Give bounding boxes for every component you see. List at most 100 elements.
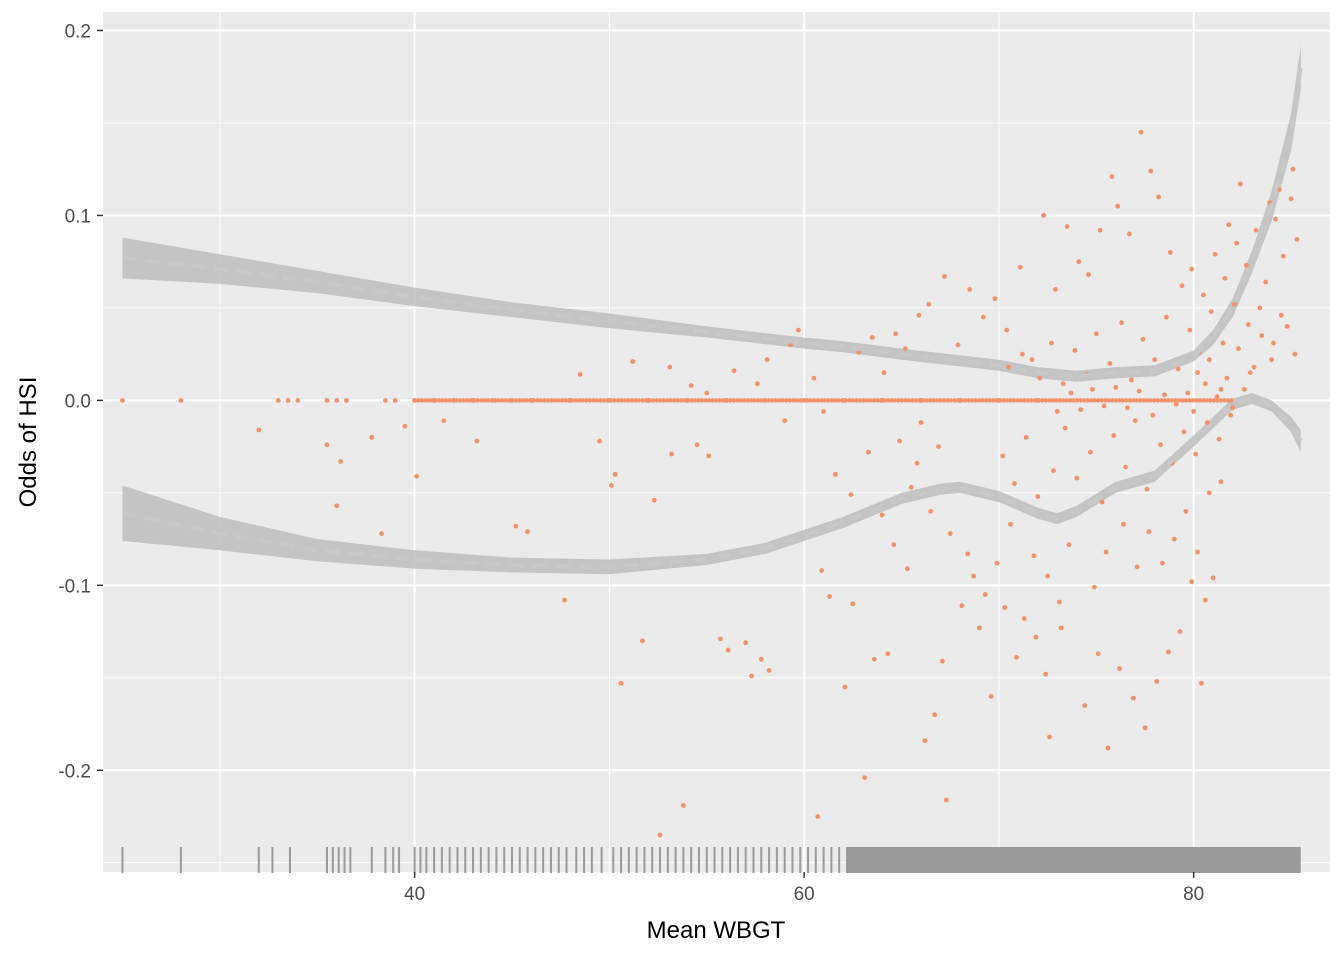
data-point	[994, 560, 1000, 566]
data-point	[815, 814, 821, 819]
data-point	[275, 397, 281, 403]
data-point	[717, 636, 723, 642]
y-axis-ticks: 0.2 0.1 0.0 -0.1 -0.2	[58, 21, 103, 782]
data-point	[762, 398, 768, 403]
data-point	[1085, 398, 1090, 403]
data-point	[1218, 386, 1224, 392]
data-point	[1047, 734, 1052, 740]
data-point	[178, 397, 184, 403]
data-point	[748, 398, 754, 403]
data-point	[1210, 575, 1216, 581]
data-point	[1025, 398, 1031, 403]
data-point	[1052, 287, 1058, 292]
data-point	[559, 398, 565, 403]
data-point	[770, 398, 775, 403]
data-point	[955, 398, 961, 403]
data-point	[531, 398, 537, 403]
data-point	[1054, 409, 1060, 414]
data-point	[1134, 398, 1139, 403]
data-point	[433, 398, 438, 403]
data-point	[703, 398, 708, 403]
data-point	[402, 423, 408, 429]
data-point	[1197, 398, 1203, 403]
data-point	[1150, 412, 1156, 418]
data-point	[1089, 398, 1094, 403]
data-point	[1253, 227, 1259, 233]
data-point	[570, 398, 575, 403]
data-point	[566, 398, 572, 403]
data-point	[990, 398, 996, 403]
data-point	[422, 398, 428, 403]
data-point	[869, 335, 875, 340]
data-point	[1006, 364, 1012, 370]
data-point	[882, 398, 887, 403]
data-point	[562, 597, 567, 603]
data-point	[1208, 398, 1213, 403]
data-point	[1232, 301, 1237, 307]
data-point	[429, 398, 435, 403]
data-point	[472, 398, 477, 403]
data-point	[994, 398, 999, 403]
x-axis-ticks: 40 60 80	[404, 872, 1204, 905]
y-tick-label: 0.1	[65, 206, 91, 227]
data-point	[940, 658, 945, 664]
data-point	[622, 398, 628, 403]
data-point	[685, 398, 691, 403]
data-point	[379, 531, 384, 536]
data-point	[1103, 549, 1109, 555]
data-point	[1121, 521, 1126, 527]
data-point	[1148, 398, 1154, 403]
data-point	[1193, 451, 1199, 457]
data-point	[1125, 405, 1130, 411]
data-point	[1175, 366, 1181, 372]
data-point	[706, 453, 712, 459]
x-tick-label: 40	[404, 884, 425, 905]
data-point	[1177, 629, 1183, 634]
data-point	[850, 398, 856, 403]
data-point	[1144, 486, 1150, 492]
data-point	[1138, 398, 1143, 403]
data-point	[891, 542, 897, 548]
data-point	[1259, 333, 1265, 339]
data-point	[1115, 203, 1121, 209]
data-point	[788, 342, 793, 348]
grid-minor	[103, 12, 1330, 872]
data-point	[682, 398, 687, 403]
data-point	[618, 680, 624, 686]
data-point	[338, 459, 344, 464]
data-point	[1123, 464, 1128, 470]
data-point	[857, 398, 863, 403]
data-point	[1222, 275, 1228, 281]
data-point	[1046, 398, 1052, 403]
data-point	[1021, 616, 1027, 622]
data-point	[1294, 237, 1300, 242]
data-point	[1124, 398, 1129, 403]
data-point	[1241, 386, 1247, 392]
data-point	[1146, 529, 1152, 535]
data-point	[514, 398, 519, 403]
data-point	[1074, 475, 1080, 481]
data-point	[1078, 398, 1083, 403]
data-point	[1164, 314, 1169, 320]
data-point	[854, 398, 859, 403]
data-point	[1037, 375, 1043, 381]
data-point	[952, 398, 957, 403]
data-point	[344, 397, 349, 403]
data-point	[1045, 573, 1050, 579]
data-point	[1106, 398, 1111, 403]
data-point	[941, 398, 947, 403]
data-point	[805, 398, 810, 403]
data-point	[819, 568, 825, 573]
data-point	[717, 398, 722, 403]
data-point	[1076, 259, 1082, 265]
data-point	[657, 832, 663, 838]
data-point	[868, 398, 873, 403]
data-point	[521, 398, 526, 403]
data-point	[899, 398, 905, 403]
data-point	[482, 398, 487, 403]
data-point	[1212, 251, 1218, 257]
upper-curve-band	[122, 45, 1301, 382]
data-point	[1088, 449, 1093, 455]
data-point	[1191, 409, 1197, 414]
x-tick-label: 60	[794, 884, 815, 905]
